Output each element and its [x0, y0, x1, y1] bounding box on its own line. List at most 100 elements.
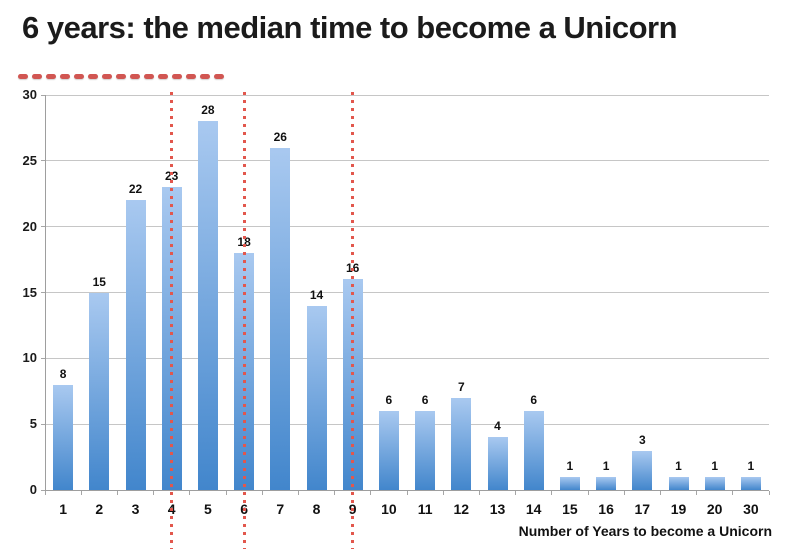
bar-value-label: 4	[494, 419, 501, 434]
x-tick-mark	[551, 491, 553, 495]
y-tick-mark	[41, 226, 45, 228]
bar	[451, 397, 472, 490]
bar-value-label: 6	[530, 393, 538, 407]
x-tick-mark	[334, 491, 336, 495]
x-tick-label: 14	[525, 501, 542, 517]
underline-dash	[214, 74, 224, 79]
y-tick-mark	[41, 357, 45, 359]
x-tick-mark	[189, 491, 191, 495]
gridline	[45, 94, 769, 96]
x-tick-label: 10	[381, 501, 397, 517]
title-underline	[18, 66, 228, 79]
underline-dash	[18, 74, 28, 79]
x-tick-mark	[297, 491, 299, 495]
bar	[378, 411, 399, 490]
bar-value-label: 3	[638, 432, 646, 447]
x-tick-mark	[623, 491, 625, 495]
median-marker-dotted-line	[351, 92, 355, 549]
x-tick-mark	[370, 491, 372, 495]
bar-value-label: 1	[747, 458, 755, 473]
y-tick-mark	[41, 489, 45, 491]
underline-dash	[32, 74, 42, 79]
bar	[53, 384, 74, 490]
x-axis-title: Number of Years to become a Unicorn	[518, 523, 772, 539]
bar	[487, 437, 508, 490]
x-tick-mark	[406, 491, 408, 495]
x-tick-mark	[659, 491, 661, 495]
underline-dash	[130, 74, 140, 79]
x-tick-mark	[261, 491, 263, 495]
underline-dash	[88, 74, 98, 79]
x-tick-label: 15	[562, 501, 578, 517]
bar-value-label: 14	[309, 287, 324, 302]
y-tick-mark	[41, 423, 45, 425]
bar	[668, 476, 689, 490]
bar-value-label: 22	[128, 182, 143, 197]
x-tick-label: 19	[670, 501, 687, 517]
bar-value-label: 15	[92, 274, 106, 289]
x-tick-label: 13	[489, 501, 506, 517]
median-marker-dotted-line	[242, 92, 246, 549]
bar-value-label: 1	[566, 458, 574, 473]
x-tick-label: 17	[634, 501, 651, 517]
bar	[89, 292, 110, 490]
bar-value-label: 1	[711, 458, 719, 473]
bar	[632, 450, 653, 490]
x-tick-label: 3	[131, 501, 140, 517]
x-tick-mark	[587, 491, 589, 495]
y-tick-mark	[41, 160, 45, 162]
y-tick-label: 20	[22, 218, 37, 234]
bar	[559, 476, 580, 490]
x-tick-label: 30	[743, 501, 759, 517]
x-tick-mark	[153, 491, 155, 495]
x-tick-mark	[768, 491, 770, 495]
x-axis-line	[45, 490, 769, 491]
x-tick-label: 16	[598, 501, 614, 517]
underline-dash	[144, 74, 154, 79]
bar	[596, 476, 617, 490]
underline-dash	[46, 74, 56, 79]
bar	[704, 476, 725, 490]
y-tick-label: 25	[22, 152, 37, 168]
x-tick-mark	[442, 491, 444, 495]
bar	[197, 121, 218, 490]
bar-value-label: 7	[457, 379, 465, 394]
x-tick-label: 1	[59, 501, 67, 517]
y-tick-mark	[41, 94, 45, 96]
y-tick-label: 15	[22, 284, 37, 300]
x-tick-label: 20	[706, 501, 723, 517]
x-tick-label: 12	[453, 501, 470, 517]
x-tick-mark	[80, 491, 82, 495]
underline-dash	[102, 74, 112, 79]
chart-title: 6 years: the median time to become a Uni…	[22, 10, 678, 45]
bar	[306, 305, 327, 490]
x-tick-label: 5	[203, 501, 212, 517]
bar	[740, 476, 761, 490]
y-tick-label: 10	[22, 350, 37, 366]
gridline	[45, 160, 769, 162]
bar-value-label: 1	[675, 458, 682, 473]
bar	[523, 411, 544, 490]
x-tick-mark	[478, 491, 480, 495]
x-tick-mark	[225, 491, 227, 495]
y-axis-line	[45, 95, 46, 490]
y-tick-mark	[41, 292, 45, 293]
gridline	[45, 357, 769, 359]
bar-value-label: 6	[421, 393, 429, 407]
median-marker-dotted-line	[170, 92, 174, 549]
underline-dash	[116, 74, 126, 79]
underline-dash	[158, 74, 168, 79]
y-tick-label: 30	[22, 87, 37, 102]
y-tick-label: 5	[29, 416, 37, 432]
x-tick-mark	[515, 491, 517, 495]
gridline	[45, 423, 769, 425]
x-tick-label: 7	[276, 501, 285, 517]
bar-value-label: 1	[602, 458, 610, 473]
y-tick-label: 0	[29, 482, 37, 497]
bar-value-label: 26	[273, 129, 287, 144]
bar	[270, 147, 291, 490]
underline-dash	[200, 74, 210, 79]
underline-dash	[172, 74, 182, 79]
x-tick-mark	[696, 491, 698, 495]
